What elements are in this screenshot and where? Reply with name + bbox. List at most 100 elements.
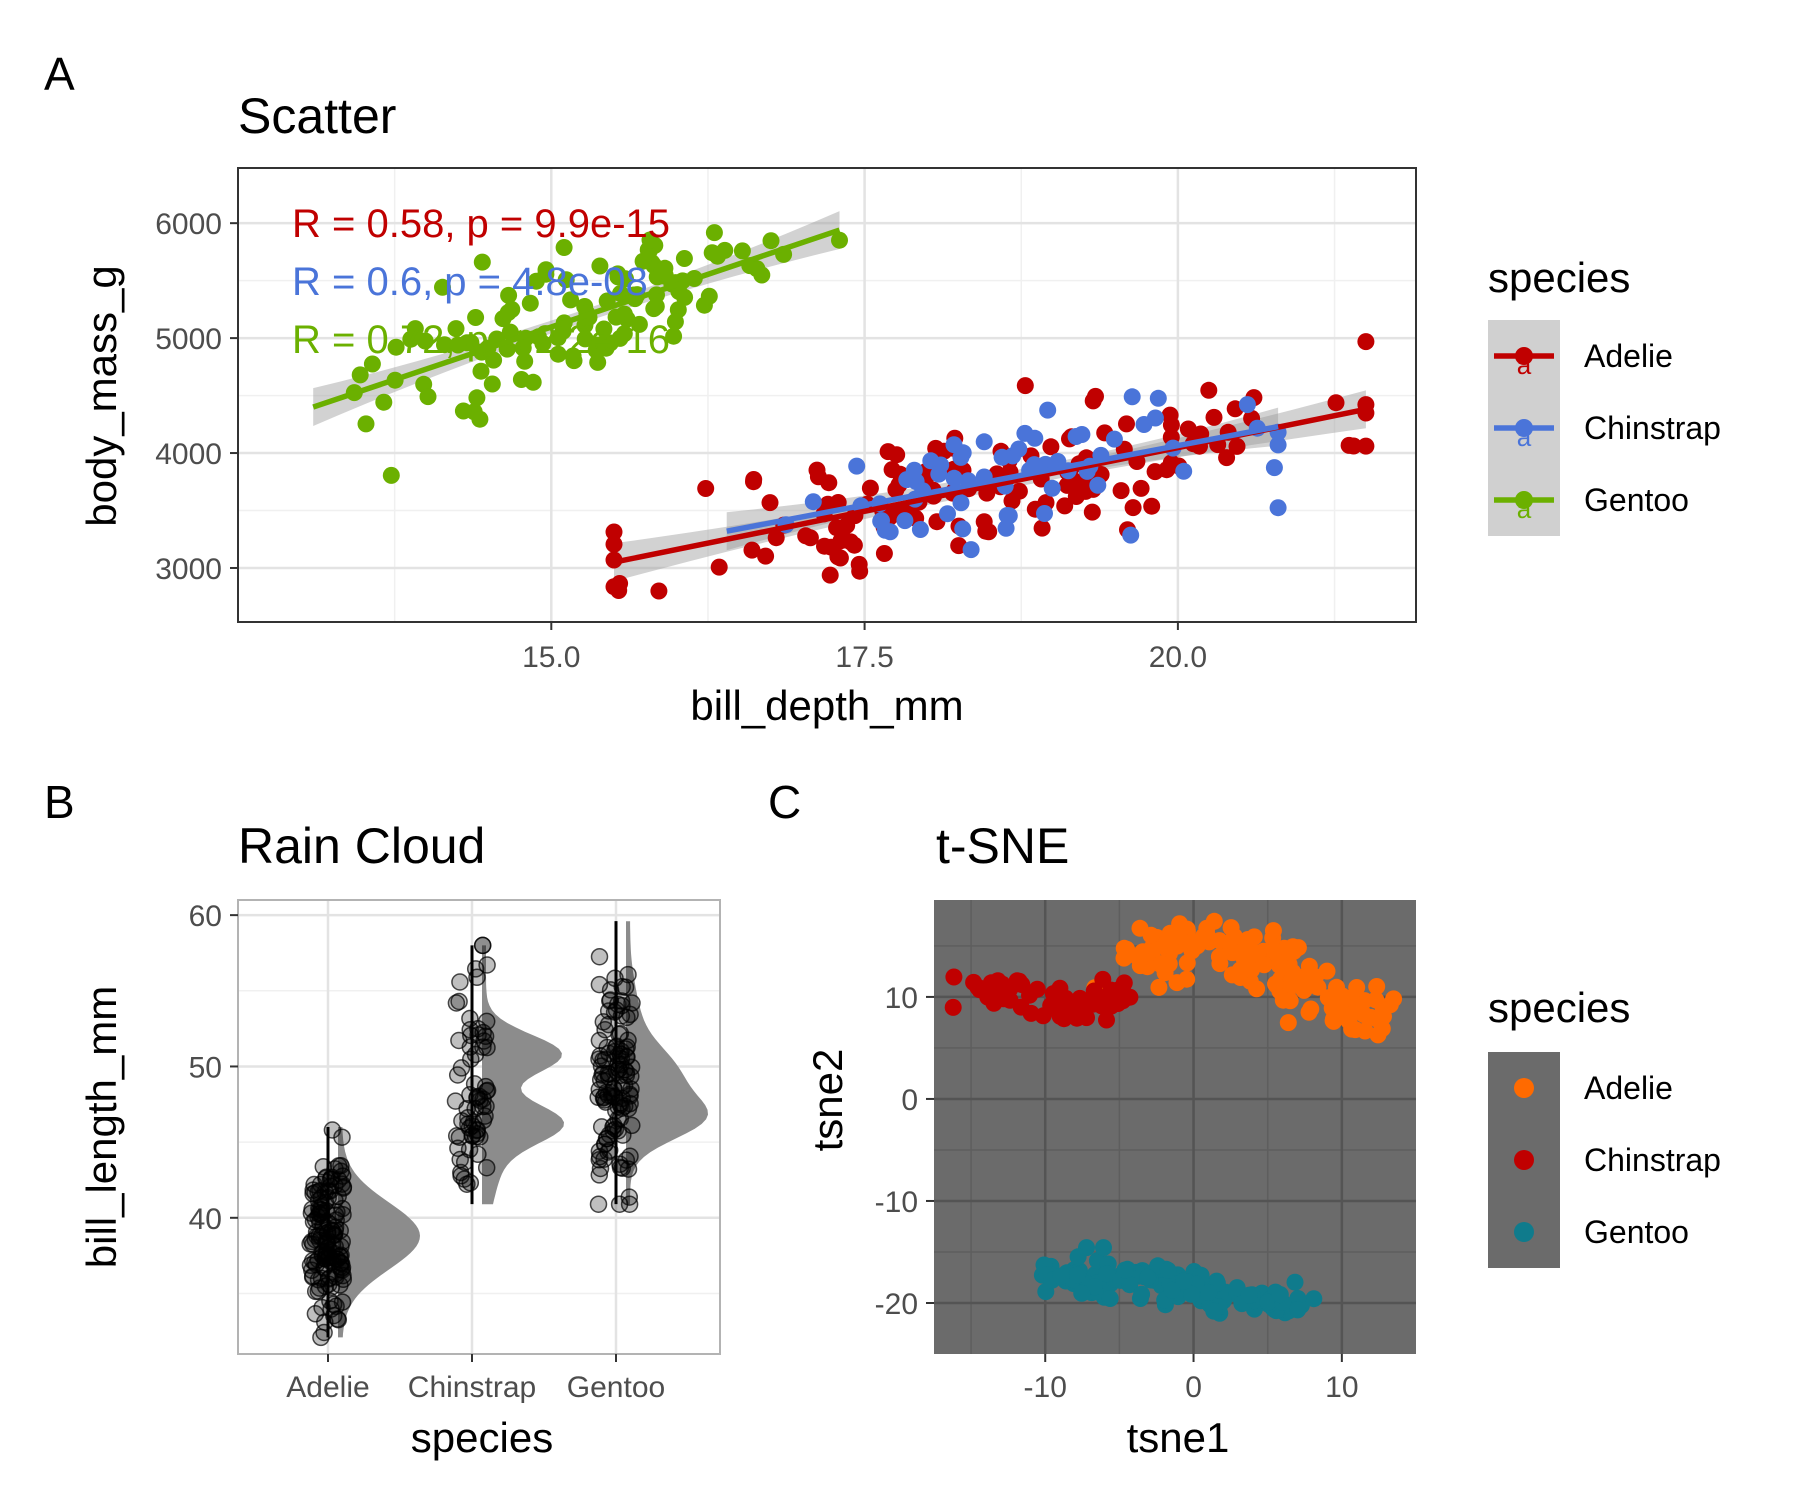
scatter-point-gentoo — [555, 239, 573, 256]
tsne-point-gentoo — [1116, 1261, 1134, 1279]
raincloud-title: Rain Cloud — [238, 818, 485, 874]
tsne-y-tick-label: 0 — [901, 1084, 918, 1117]
scatter-point-gentoo — [483, 375, 501, 393]
raincloud-point-chinstrap — [469, 1026, 487, 1044]
scatter-point-gentoo — [700, 287, 718, 305]
scatter-point-gentoo — [831, 231, 848, 249]
tsne-point-adelie — [1285, 943, 1303, 960]
scatter-point-adelie — [1118, 415, 1135, 433]
scatter-point-chinstrap — [998, 507, 1016, 524]
scatter-point-adelie — [745, 473, 762, 491]
raincloud-x-tick-label: Adelie — [286, 1371, 369, 1404]
raincloud-point-gentoo — [589, 1195, 608, 1213]
scatter-legend-point-chinstrap — [1515, 419, 1533, 437]
scatter-point-adelie — [838, 516, 856, 534]
scatter-point-gentoo — [499, 304, 517, 322]
scatter-point-gentoo — [665, 327, 683, 345]
scatter-title: Scatter — [238, 88, 396, 144]
tsne-point-gentoo — [1200, 1284, 1218, 1301]
raincloud-y-tick-label: 40 — [189, 1203, 222, 1236]
raincloud-point-adelie — [333, 1128, 351, 1146]
scatter-point-adelie — [1200, 381, 1218, 399]
tsne-point-adelie — [1243, 961, 1260, 979]
raincloud-point-chinstrap — [471, 1091, 489, 1110]
scatter-point-gentoo — [416, 332, 434, 350]
scatter-point-adelie — [888, 446, 906, 464]
tsne-point-chinstrap — [1010, 972, 1028, 990]
scatter-point-adelie — [743, 541, 761, 559]
scatter-x-axis-title: bill_depth_mm — [690, 682, 963, 729]
scatter-point-gentoo — [501, 323, 519, 341]
scatter-point-gentoo — [472, 362, 490, 380]
tsne-point-gentoo — [1163, 1281, 1181, 1299]
tsne-y-tick-label: -10 — [875, 1186, 918, 1219]
scatter-point-chinstrap — [930, 465, 948, 483]
raincloud-violin-chinstrap — [482, 945, 564, 1205]
tsne-point-adelie — [1300, 957, 1318, 975]
scatter-point-chinstrap — [905, 461, 923, 479]
scatter-fit-line-gentoo — [312, 227, 841, 410]
scatter-point-gentoo — [549, 329, 567, 347]
tsne-point-adelie — [1324, 990, 1342, 1008]
tsne-point-adelie — [1223, 944, 1241, 962]
scatter-point-adelie — [1132, 479, 1150, 497]
tsne-point-gentoo — [1286, 1273, 1304, 1291]
tsne-point-adelie — [1211, 955, 1229, 973]
scatter-point-gentoo — [402, 330, 420, 348]
scatter-point-adelie — [977, 522, 995, 540]
scatter-point-gentoo — [634, 252, 652, 270]
scatter-point-gentoo — [447, 320, 465, 338]
scatter-point-gentoo — [387, 338, 405, 356]
scatter-point-adelie — [605, 523, 623, 541]
scatter-point-adelie — [808, 461, 826, 479]
tsne-point-adelie — [1160, 955, 1178, 973]
scatter-point-gentoo — [473, 253, 491, 271]
scatter-point-gentoo — [595, 320, 613, 338]
tsne-point-adelie — [1385, 990, 1403, 1008]
tsne-point-adelie — [1342, 989, 1360, 1007]
scatter-legend-glyph: a — [1517, 422, 1532, 452]
tsne-legend-label: Chinstrap — [1584, 1142, 1721, 1178]
raincloud-point-gentoo — [595, 1150, 613, 1168]
scatter-point-adelie — [820, 474, 838, 492]
tsne-point-gentoo — [1271, 1286, 1289, 1304]
scatter-point-chinstrap — [1149, 389, 1167, 407]
scatter-point-adelie — [850, 555, 868, 573]
raincloud-point-gentoo — [599, 1002, 618, 1020]
tsne-point-adelie — [1309, 978, 1327, 996]
tsne-point-chinstrap — [1022, 1004, 1040, 1022]
scatter-point-adelie — [1016, 377, 1034, 395]
tsne-point-adelie — [1131, 919, 1149, 937]
scatter-point-gentoo — [607, 308, 625, 326]
raincloud-point-adelie — [313, 1244, 331, 1262]
scatter-legend-label: Adelie — [1584, 338, 1673, 374]
scatter-point-chinstrap — [975, 433, 993, 451]
tsne-point-chinstrap — [1056, 997, 1074, 1015]
raincloud-point-gentoo — [620, 1195, 639, 1213]
scatter-point-adelie — [861, 479, 879, 497]
raincloud-point-adelie — [312, 1328, 330, 1347]
scatter-point-chinstrap — [896, 512, 914, 530]
tsne-legend-title: species — [1488, 984, 1630, 1031]
raincloud-point-chinstrap — [462, 1050, 480, 1068]
panel-letter-c: C — [768, 776, 801, 828]
scatter-point-gentoo — [630, 315, 648, 333]
raincloud-point-adelie — [329, 1187, 347, 1206]
tsne-point-gentoo — [1086, 1278, 1103, 1296]
scatter-x-tick-label: 17.5 — [835, 641, 893, 674]
scatter-point-adelie — [1067, 488, 1085, 505]
raincloud-point-chinstrap — [474, 936, 492, 955]
scatter-point-adelie — [1042, 438, 1060, 456]
scatter-point-gentoo — [454, 402, 472, 420]
raincloud-point-gentoo — [600, 1125, 619, 1144]
tsne-y-tick-label: 10 — [885, 982, 918, 1015]
tsne-point-chinstrap — [944, 998, 962, 1016]
tsne-point-chinstrap — [1078, 1009, 1095, 1027]
scatter-point-chinstrap — [1089, 476, 1107, 494]
panel-a: A Scatter R = 0.58, p = 9.9e-15 R = 0.6, … — [44, 48, 1721, 729]
scatter-point-chinstrap — [1036, 505, 1053, 522]
tsne-point-gentoo — [1175, 1272, 1193, 1290]
raincloud-x-axis-title: species — [411, 1414, 553, 1461]
scatter-point-adelie — [610, 582, 628, 599]
